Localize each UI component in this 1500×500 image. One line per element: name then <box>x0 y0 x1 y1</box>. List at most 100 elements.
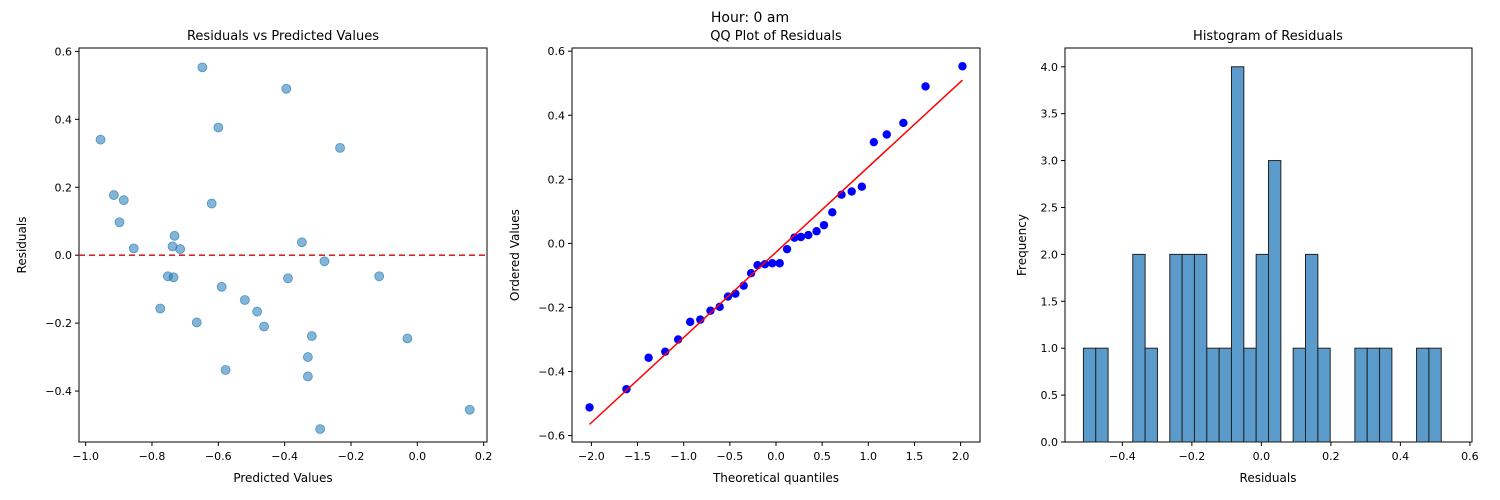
x-tick-label: −2.0 <box>578 450 605 463</box>
x-tick-label: 0.2 <box>1322 450 1340 463</box>
scatter-points <box>79 62 487 434</box>
y-tick-label: −0.2 <box>538 301 565 314</box>
residual-point <box>155 303 166 314</box>
qq-point <box>746 268 756 278</box>
histogram-bar <box>1193 253 1208 443</box>
qq-point <box>768 259 777 268</box>
y-tick-label: 0.2 <box>548 173 566 186</box>
y-tick-label: 0.0 <box>548 237 566 250</box>
y-axis-label: Frequency <box>1015 214 1029 276</box>
residual-point <box>175 244 186 254</box>
qq-point <box>706 306 715 315</box>
histogram-bar <box>1379 347 1393 443</box>
qq-point <box>857 182 867 191</box>
y-tick-label: −0.6 <box>538 430 565 443</box>
x-axis-label: Residuals <box>1240 471 1297 485</box>
x-axis-label: Predicted Values <box>233 471 332 485</box>
qq-point <box>715 302 724 312</box>
qq-point <box>812 227 821 236</box>
qq-point <box>685 317 695 327</box>
qq-point <box>661 347 670 356</box>
y-tick-label: 1.0 <box>1041 342 1059 355</box>
figure-suptitle: Hour: 0 am <box>711 10 789 26</box>
residual-point <box>95 134 106 145</box>
histogram-bar <box>1206 347 1220 443</box>
residual-point <box>197 62 208 73</box>
axis-ticks: −2.0 −1.5 −1.0 −0.5 0.0 0.5 1.0 1.5 2.0 −0.6 −0.4 −… <box>538 45 969 463</box>
y-tick-label: −0.4 <box>45 385 72 398</box>
panel-title: QQ Plot of Residuals <box>710 29 842 44</box>
x-tick-label: −1.0 <box>72 450 99 463</box>
qq-point <box>760 260 770 269</box>
histogram-bar <box>1082 347 1097 443</box>
y-tick-label: 0.0 <box>1041 436 1059 449</box>
x-tick-label: 0.0 <box>1253 450 1271 463</box>
x-tick-label: 0.5 <box>813 450 831 463</box>
histogram-bar <box>1268 160 1282 443</box>
residual-point <box>315 424 326 434</box>
residual-point <box>191 317 202 328</box>
residual-point <box>259 321 269 332</box>
qq-point <box>819 220 829 230</box>
residual-point <box>302 352 313 362</box>
x-tick-label: 2.0 <box>952 450 970 463</box>
residual-point <box>206 198 217 209</box>
residual-point <box>306 331 317 341</box>
y-axis-label: Residuals <box>15 217 29 274</box>
axis-ticks: −1.0 −0.8 −0.6 −0.4 −0.2 0.0 0.2 −0.4 −0.2 0.0 0.2… <box>45 45 492 463</box>
y-tick-label: −0.4 <box>538 366 565 379</box>
residual-point <box>252 306 263 317</box>
residual-point <box>464 404 475 415</box>
y-tick-label: 0.5 <box>1041 389 1059 402</box>
x-tick-label: −0.2 <box>1179 450 1206 463</box>
residual-point <box>335 142 345 153</box>
residual-point <box>168 272 179 283</box>
x-tick-label: −0.5 <box>716 450 743 463</box>
residual-point <box>283 273 293 284</box>
panel-title: Histogram of Residuals <box>1193 29 1343 44</box>
qq-point <box>796 232 806 242</box>
residual-point <box>297 237 307 248</box>
histogram-panel: Histogram of Residuals Residuals Frequen… <box>1015 29 1479 485</box>
y-tick-label: 0.6 <box>548 45 566 58</box>
x-tick-label: −0.4 <box>271 450 298 463</box>
x-tick-label: −0.2 <box>338 450 365 463</box>
x-tick-label: 0.0 <box>409 450 427 463</box>
qq-point <box>782 244 792 254</box>
residual-point <box>220 365 231 375</box>
histogram-bar <box>1230 66 1245 443</box>
qq-point <box>585 403 594 412</box>
x-tick-label: −1.5 <box>624 450 651 463</box>
residuals-vs-predicted-panel: Residuals vs Predicted Values Predicted … <box>15 29 492 485</box>
histogram-bar <box>1144 347 1158 443</box>
histogram-bar <box>1416 347 1430 443</box>
qq-point <box>958 62 967 71</box>
histogram-bar <box>1243 347 1257 443</box>
qq-plot-panel: QQ Plot of Residuals Theoretical quantil… <box>508 29 981 485</box>
qq-point <box>790 233 799 242</box>
y-tick-label: 2.5 <box>1041 201 1059 214</box>
residual-point <box>319 256 330 267</box>
qq-point <box>921 82 930 91</box>
histogram-bar <box>1255 253 1269 443</box>
histogram-bar <box>1366 347 1381 443</box>
x-tick-label: 0.6 <box>1461 450 1479 463</box>
y-tick-label: 4.0 <box>1041 61 1059 74</box>
plot-area-frame <box>78 47 488 443</box>
x-tick-label: −0.8 <box>139 450 166 463</box>
histogram-bar <box>1317 347 1331 443</box>
qq-point <box>899 118 908 128</box>
qq-point <box>753 260 762 270</box>
y-tick-label: 0.4 <box>548 109 566 122</box>
x-tick-label: 0.2 <box>475 450 493 463</box>
y-tick-label: 1.5 <box>1041 295 1059 308</box>
panel-title: Residuals vs Predicted Values <box>187 29 379 44</box>
histogram-bar <box>1218 347 1232 443</box>
x-tick-label: 1.5 <box>906 450 924 463</box>
residual-point <box>114 217 125 228</box>
residual-point <box>216 281 227 292</box>
plot-area-frame <box>571 47 981 443</box>
y-tick-label: −0.2 <box>45 317 72 330</box>
residual-point <box>108 190 119 200</box>
x-tick-label: 0.4 <box>1392 450 1410 463</box>
